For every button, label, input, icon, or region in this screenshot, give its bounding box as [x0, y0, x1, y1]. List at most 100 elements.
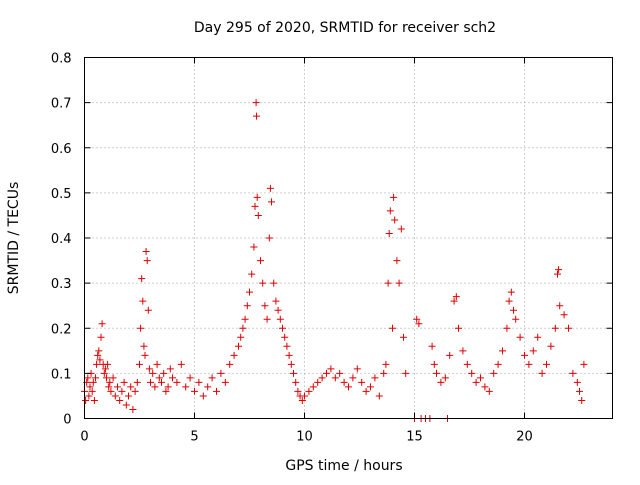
data-point — [125, 392, 132, 400]
y-tick-label: 0.5 — [51, 187, 72, 202]
data-point — [290, 369, 297, 377]
data-point — [140, 342, 148, 350]
data-point — [114, 383, 121, 391]
data-point — [169, 374, 176, 382]
data-point — [318, 374, 326, 382]
data-point — [248, 270, 256, 278]
data-point — [327, 365, 335, 373]
data-point — [573, 378, 581, 386]
data-point — [554, 270, 561, 278]
data-point — [380, 369, 388, 377]
data-point — [551, 324, 559, 332]
data-point — [122, 401, 130, 409]
data-point — [160, 369, 168, 377]
data-point — [565, 324, 572, 332]
data-point — [250, 243, 258, 251]
data-point — [85, 392, 93, 400]
data-point — [138, 275, 146, 283]
data-point — [153, 360, 161, 368]
data-point — [217, 369, 225, 377]
data-point — [261, 302, 269, 310]
data-point — [274, 306, 282, 314]
data-point — [213, 387, 220, 395]
data-point — [97, 333, 105, 341]
data-point — [254, 211, 262, 219]
data-point — [164, 383, 172, 391]
data-point — [127, 383, 135, 391]
y-tick-label: 0.2 — [51, 322, 72, 337]
data-point — [556, 302, 564, 310]
data-point — [276, 315, 284, 323]
data-point — [393, 257, 401, 265]
data-point — [547, 342, 555, 350]
x-axis-label: GPS time / hours — [285, 458, 402, 474]
data-point — [576, 387, 583, 395]
data-point — [490, 369, 498, 377]
data-point — [371, 374, 379, 382]
data-point — [149, 369, 157, 377]
data-point — [281, 333, 289, 341]
data-point — [287, 360, 295, 368]
data-point — [305, 387, 313, 395]
data-point — [413, 315, 421, 323]
data-point — [239, 324, 247, 332]
x-tick-label: 15 — [406, 430, 423, 445]
data-point — [230, 351, 238, 359]
data-point — [415, 320, 423, 328]
data-point — [105, 383, 113, 391]
data-point — [578, 396, 586, 404]
data-point — [186, 374, 194, 382]
data-point — [199, 392, 207, 400]
data-point — [177, 360, 185, 368]
data-point — [259, 279, 267, 287]
data-point — [107, 387, 115, 395]
data-point — [221, 378, 229, 386]
data-point — [98, 320, 106, 328]
data-point — [446, 351, 454, 359]
data-point — [382, 360, 390, 368]
data-point — [266, 184, 274, 192]
data-point — [309, 383, 317, 391]
y-tick-label: 0 — [63, 413, 71, 428]
data-point — [400, 333, 407, 341]
data-point — [95, 347, 103, 355]
data-point — [162, 387, 170, 395]
data-point — [100, 369, 108, 377]
data-point — [397, 225, 405, 233]
data-point — [158, 378, 165, 386]
data-point — [285, 351, 293, 359]
data-point — [155, 374, 163, 382]
data-point — [294, 387, 302, 395]
x-tick-label: 5 — [190, 430, 198, 445]
data-point — [477, 374, 484, 382]
data-point — [93, 360, 101, 368]
data-point — [433, 369, 440, 377]
data-point — [252, 99, 260, 107]
data-point — [507, 288, 515, 296]
data-point — [251, 202, 259, 210]
data-point — [241, 315, 249, 323]
data-point — [131, 387, 139, 395]
data-point — [88, 387, 96, 395]
data-point — [89, 378, 97, 386]
y-tick-label: 0.1 — [51, 367, 72, 382]
data-point — [144, 306, 152, 314]
data-point — [109, 374, 117, 382]
chart-title: Day 295 of 2020, SRMTID for receiver sch… — [194, 20, 496, 36]
data-point — [385, 229, 393, 237]
data-point — [349, 374, 357, 382]
data-point — [353, 365, 361, 373]
data-point — [84, 374, 92, 382]
data-point — [237, 333, 245, 341]
data-point — [362, 387, 370, 395]
data-point — [283, 342, 291, 350]
data-point — [569, 369, 577, 377]
data-point — [265, 234, 273, 242]
y-tick-label: 0.6 — [51, 142, 72, 157]
data-point — [516, 333, 524, 341]
data-point — [136, 360, 143, 368]
y-tick-label: 0.3 — [51, 277, 72, 292]
data-point — [90, 396, 98, 404]
